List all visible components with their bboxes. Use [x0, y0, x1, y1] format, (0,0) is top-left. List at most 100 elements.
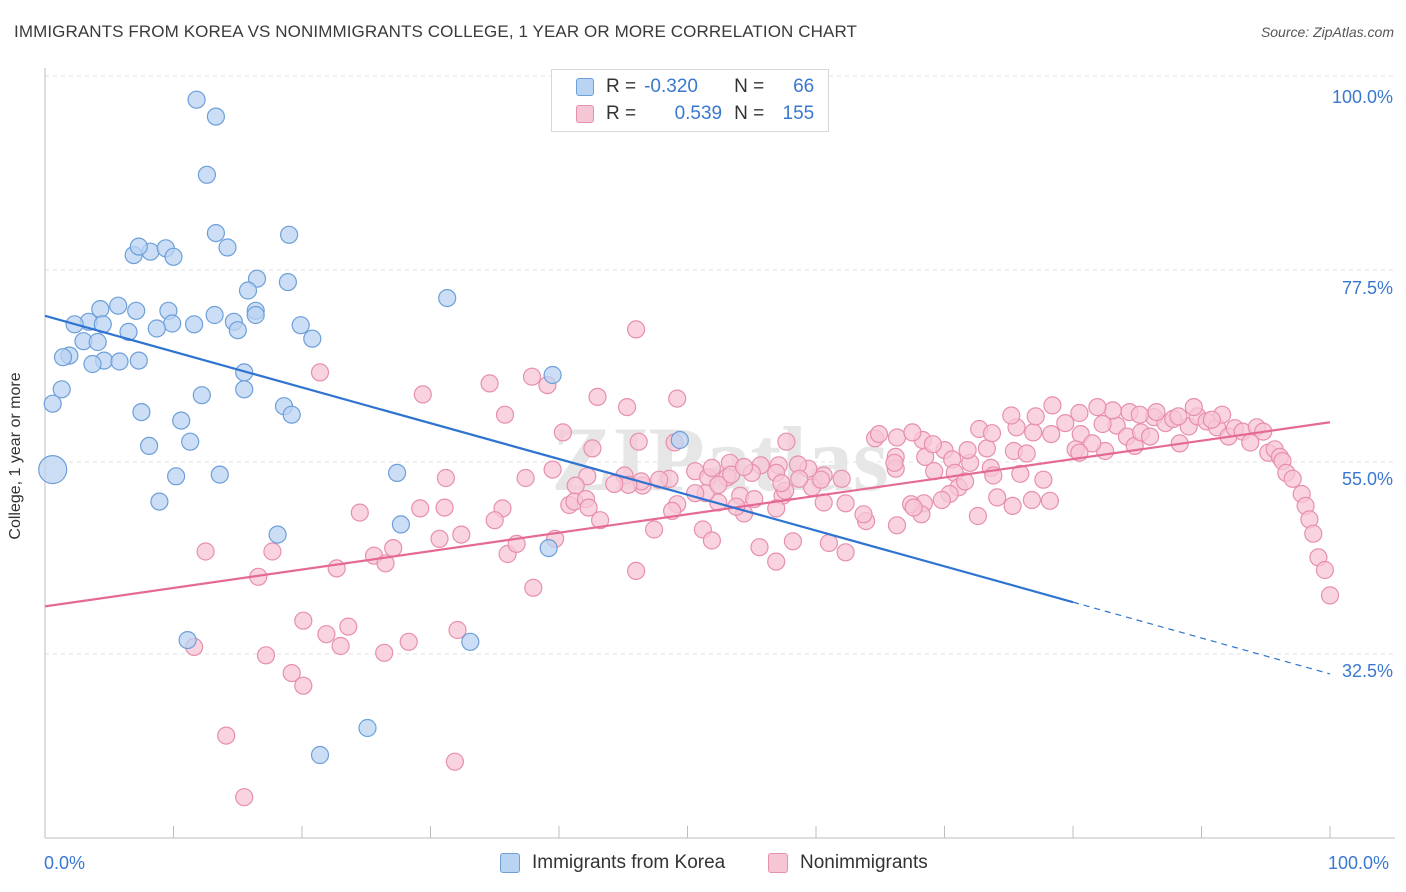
data-point-nonimmigrants [1056, 414, 1075, 433]
data-point-korea [38, 455, 68, 485]
data-point-korea [391, 515, 410, 534]
blue-swatch [500, 853, 520, 873]
data-point-nonimmigrants [1002, 406, 1021, 425]
data-point-korea [206, 224, 225, 243]
data-point-nonimmigrants [411, 499, 430, 518]
data-point-nonimmigrants [1083, 434, 1102, 453]
legend-item-label: Immigrants from Korea [532, 852, 726, 873]
trend-line-nonimmigrants [44, 421, 1331, 608]
data-point-korea [119, 322, 138, 341]
data-point-nonimmigrants [932, 490, 952, 510]
data-point-nonimmigrants [445, 752, 464, 771]
legend-row-korea: R = -0.320 N = 66 [576, 75, 814, 99]
data-point-nonimmigrants [399, 632, 418, 651]
data-point-korea [172, 411, 191, 430]
data-point-nonimmigrants [988, 488, 1007, 507]
source-label: Source: ZipAtlas.com [1260, 24, 1394, 40]
data-point-nonimmigrants [516, 468, 535, 488]
data-point-nonimmigrants [256, 646, 276, 665]
data-point-nonimmigrants [1184, 398, 1203, 417]
data-point-nonimmigrants [1043, 396, 1062, 415]
data-point-nonimmigrants [1283, 469, 1302, 488]
data-point-korea [43, 394, 62, 413]
data-point-nonimmigrants [819, 533, 839, 553]
data-point-nonimmigrants [235, 788, 254, 807]
data-point-nonimmigrants [772, 474, 791, 493]
data-point-nonimmigrants [887, 428, 907, 447]
data-point-korea [110, 352, 129, 371]
data-point-korea [358, 718, 377, 738]
series-nonimmigrants [185, 320, 1340, 807]
data-point-nonimmigrants [626, 320, 646, 339]
data-point-korea [187, 90, 206, 109]
data-point-nonimmigrants [495, 405, 515, 424]
data-point-nonimmigrants [1093, 414, 1112, 434]
data-point-korea [167, 467, 186, 486]
data-point-nonimmigrants [384, 538, 403, 558]
data-point-nonimmigrants [869, 425, 889, 444]
data-point-korea [150, 492, 169, 511]
data-point-korea [303, 329, 322, 348]
data-point-korea [282, 405, 301, 424]
data-point-korea [278, 273, 297, 292]
legend-r-label: R = [606, 76, 637, 97]
data-point-nonimmigrants [339, 617, 358, 636]
data-point-nonimmigrants [811, 470, 831, 489]
data-point-nonimmigrants [196, 542, 215, 561]
data-point-nonimmigrants [294, 676, 313, 695]
data-point-korea [388, 463, 407, 482]
data-point-korea [52, 380, 71, 399]
data-point-korea [210, 465, 229, 484]
data-point-nonimmigrants [854, 505, 873, 524]
data-point-nonimmigrants [904, 498, 923, 517]
data-point-korea [438, 289, 457, 308]
data-point-korea [543, 365, 562, 385]
data-point-korea [147, 319, 166, 338]
data-point-nonimmigrants [263, 542, 282, 561]
data-point-nonimmigrants [1024, 423, 1043, 442]
chart-title: IMMIGRANTS FROM KOREA VS NONIMMIGRANTS C… [14, 22, 857, 41]
data-point-nonimmigrants [1017, 444, 1036, 463]
data-point-nonimmigrants [1042, 425, 1061, 444]
y-axis-label: College, 1 year or more [7, 372, 24, 540]
data-point-korea [197, 165, 216, 184]
legend-item-label: Nonimmigrants [800, 852, 928, 873]
legend-item-korea[interactable]: Immigrants from Korea [500, 852, 725, 874]
data-point-nonimmigrants [617, 398, 637, 417]
data-point-korea [109, 296, 128, 315]
data-point-korea [140, 436, 159, 455]
data-point-nonimmigrants [836, 543, 855, 562]
data-point-nonimmigrants [1003, 496, 1022, 515]
legend-row-nonimmigrants: R = 0.539 N = 155 [576, 102, 814, 126]
data-point-nonimmigrants [767, 499, 786, 518]
data-point-nonimmigrants [553, 423, 573, 442]
x-tick-max: 100.0% [1328, 853, 1390, 873]
data-point-nonimmigrants [977, 439, 997, 458]
data-point-korea [127, 301, 146, 320]
data-point-nonimmigrants [750, 538, 769, 557]
data-point-nonimmigrants [375, 643, 394, 662]
data-point-korea [129, 237, 148, 256]
data-point-nonimmigrants [903, 423, 922, 442]
data-point-nonimmigrants [605, 474, 624, 493]
legend-item-nonimmigrants[interactable]: Nonimmigrants [768, 852, 928, 874]
trend-lines [44, 314, 1331, 675]
data-point-nonimmigrants [452, 525, 471, 544]
data-point-nonimmigrants [1304, 524, 1323, 543]
data-point-nonimmigrants [982, 424, 1002, 443]
pink-swatch [576, 105, 594, 123]
legend-n-label: N = [734, 103, 765, 124]
data-point-nonimmigrants [350, 503, 369, 522]
legend-r-label: R = [606, 103, 637, 124]
data-point-korea [132, 403, 151, 422]
data-point-korea [206, 107, 225, 126]
legend-r-value: -0.320 [644, 76, 698, 97]
data-point-nonimmigrants [734, 457, 754, 477]
data-point-nonimmigrants [522, 367, 542, 386]
data-point-korea [178, 630, 197, 650]
data-point-korea [246, 305, 265, 325]
data-point-nonimmigrants [626, 561, 646, 581]
data-point-nonimmigrants [480, 374, 499, 393]
data-point-nonimmigrants [836, 494, 855, 513]
data-point-nonimmigrants [430, 529, 449, 548]
